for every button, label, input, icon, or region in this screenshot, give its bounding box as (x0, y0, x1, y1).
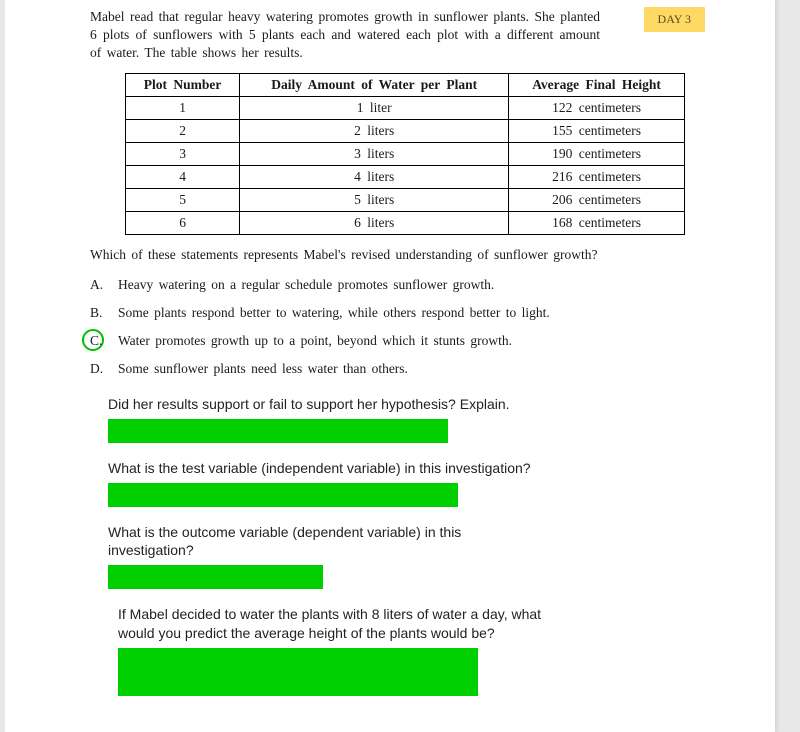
choice-letter: C. (90, 333, 102, 349)
table-row: 3 3 liters 190 centimeters (126, 142, 685, 165)
cell: 1 liter (240, 96, 509, 119)
table-row: 2 2 liters 155 centimeters (126, 119, 685, 142)
choice-text: Heavy watering on a regular schedule pro… (118, 277, 494, 292)
cell: 2 liters (240, 119, 509, 142)
choice-text: Some sunflower plants need less water th… (118, 361, 408, 376)
cell: 6 (126, 211, 240, 234)
cell: 3 (126, 142, 240, 165)
sub-question-3: What is the outcome variable (dependent … (108, 523, 548, 559)
cell: 5 (126, 188, 240, 211)
answer-highlight-1 (108, 419, 448, 443)
day-tag: DAY 3 (644, 7, 705, 32)
cell: 3 liters (240, 142, 509, 165)
col-header-height: Average Final Height (509, 73, 685, 96)
choice-letter: B. (90, 305, 102, 321)
choice-d: D. Some sunflower plants need less water… (90, 361, 745, 377)
intro-text: Mabel read that regular heavy watering p… (90, 8, 600, 63)
mc-question: Which of these statements represents Mab… (90, 247, 745, 263)
choice-c: C. Water promotes growth up to a point, … (90, 333, 745, 349)
choice-letter: D. (90, 361, 103, 377)
sub-question-4: If Mabel decided to water the plants wit… (118, 605, 568, 641)
cell: 2 (126, 119, 240, 142)
choice-text: Some plants respond better to watering, … (118, 305, 550, 320)
choice-letter: A. (90, 277, 103, 293)
worksheet-page: DAY 3 Mabel read that regular heavy wate… (5, 0, 775, 732)
cell: 4 liters (240, 165, 509, 188)
table-row: 1 1 liter 122 centimeters (126, 96, 685, 119)
cell: 206 centimeters (509, 188, 685, 211)
answer-highlight-3 (108, 565, 323, 589)
cell: 1 (126, 96, 240, 119)
table-row: 4 4 liters 216 centimeters (126, 165, 685, 188)
col-header-water: Daily Amount of Water per Plant (240, 73, 509, 96)
choice-a: A. Heavy watering on a regular schedule … (90, 277, 745, 293)
table-row: 5 5 liters 206 centimeters (126, 188, 685, 211)
table-row: 6 6 liters 168 centimeters (126, 211, 685, 234)
col-header-plot: Plot Number (126, 73, 240, 96)
cell: 190 centimeters (509, 142, 685, 165)
choice-b: B. Some plants respond better to waterin… (90, 305, 745, 321)
data-table: Plot Number Daily Amount of Water per Pl… (125, 73, 685, 235)
choice-text: Water promotes growth up to a point, bey… (118, 333, 512, 348)
cell: 155 centimeters (509, 119, 685, 142)
cell: 122 centimeters (509, 96, 685, 119)
cell: 216 centimeters (509, 165, 685, 188)
sub-question-2: What is the test variable (independent v… (108, 459, 548, 477)
cell: 5 liters (240, 188, 509, 211)
table-header-row: Plot Number Daily Amount of Water per Pl… (126, 73, 685, 96)
cell: 6 liters (240, 211, 509, 234)
cell: 168 centimeters (509, 211, 685, 234)
answer-highlight-2 (108, 483, 458, 507)
sub-question-1: Did her results support or fail to suppo… (108, 395, 548, 413)
cell: 4 (126, 165, 240, 188)
choice-list: A. Heavy watering on a regular schedule … (90, 277, 745, 377)
answer-highlight-4 (118, 648, 478, 696)
